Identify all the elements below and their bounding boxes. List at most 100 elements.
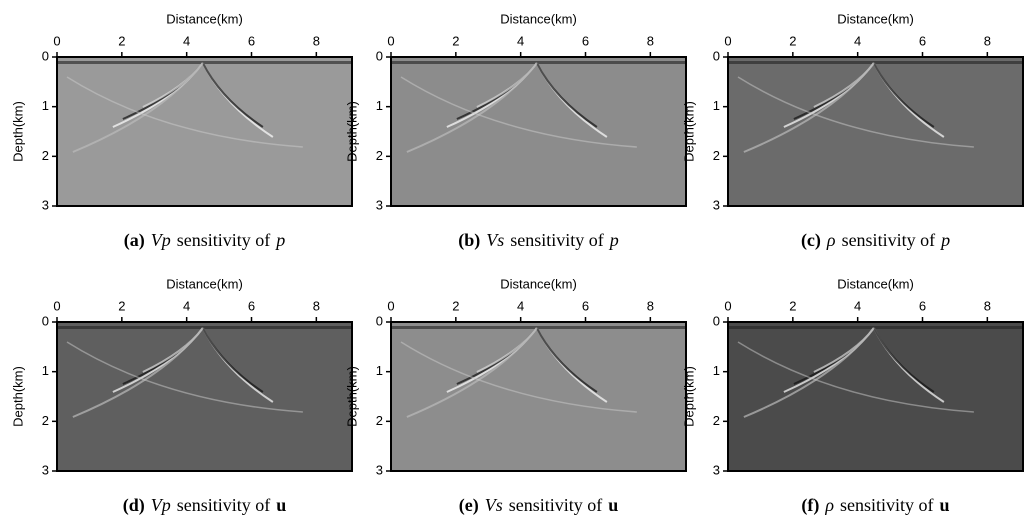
image-background <box>391 322 686 471</box>
caption-variable: p <box>939 230 950 250</box>
frame <box>390 56 687 207</box>
caption: (c) ρ sensitivity of p <box>801 230 950 251</box>
x-tick-label: 8 <box>984 33 991 48</box>
wavefront <box>872 327 935 393</box>
x-axis-label: Distance(km) <box>837 276 914 291</box>
caption-variable: p <box>274 230 285 250</box>
wavefront <box>872 62 935 128</box>
y-tick-label: 1 <box>713 363 720 378</box>
caption-quantity: ρ <box>826 230 836 250</box>
wavefront <box>743 62 875 153</box>
caption: (e) Vs sensitivity of u <box>459 495 619 516</box>
caption-quantity: Vs <box>486 230 504 250</box>
caption-variable: u <box>276 495 286 515</box>
image-background <box>57 57 352 206</box>
image-background <box>728 57 1023 206</box>
x-tick-label: 8 <box>313 33 320 48</box>
caption: (d) Vp sensitivity of u <box>123 495 287 516</box>
y-tick-label: 3 <box>42 197 49 212</box>
x-tick-label: 6 <box>582 298 589 313</box>
x-tick-label: 8 <box>313 298 320 313</box>
water-layer <box>57 61 352 64</box>
y-tick-label: 1 <box>42 363 49 378</box>
y-tick-label: 0 <box>376 313 383 328</box>
y-tick-label: 3 <box>376 197 383 212</box>
y-tick-label: 0 <box>713 313 720 328</box>
panel: Distance(km) 0 2 4 6 8 0 1 2 3 Depth(km) (a) Vp sensi… <box>10 11 353 251</box>
caption-text: sensitivity of <box>177 230 271 250</box>
x-tick-label: 8 <box>647 298 654 313</box>
x-tick-label: 2 <box>118 33 125 48</box>
y-tick-label: 3 <box>42 462 49 477</box>
x-tick-label: 0 <box>53 298 60 313</box>
y-tick-label: 2 <box>376 148 383 163</box>
y-tick-label: 2 <box>713 413 720 428</box>
y-tick-label: 3 <box>713 197 720 212</box>
water-layer <box>391 61 686 64</box>
caption-text: sensitivity of <box>842 230 936 250</box>
wavefront <box>400 341 637 413</box>
x-tick-label: 4 <box>183 298 190 313</box>
frame <box>727 321 1024 472</box>
x-tick-label: 8 <box>984 298 991 313</box>
frame <box>56 321 353 472</box>
frame <box>727 56 1024 207</box>
x-tick-label: 6 <box>919 33 926 48</box>
wavefront <box>72 327 204 418</box>
caption-quantity: Vp <box>151 230 171 250</box>
caption-label: (b) <box>458 230 480 251</box>
frame <box>56 56 353 207</box>
caption-text: sensitivity of <box>510 230 604 250</box>
y-axis-label: Depth(km) <box>681 101 696 162</box>
y-tick-label: 1 <box>376 363 383 378</box>
y-axis-label: Depth(km) <box>344 101 359 162</box>
y-axis-label: Depth(km) <box>344 366 359 427</box>
y-tick-label: 2 <box>376 413 383 428</box>
caption-label: (e) <box>459 495 479 516</box>
x-tick-label: 4 <box>854 298 861 313</box>
y-tick-label: 3 <box>376 462 383 477</box>
x-tick-label: 0 <box>724 33 731 48</box>
caption-quantity: Vp <box>151 495 171 515</box>
image-background <box>57 322 352 471</box>
x-tick-label: 2 <box>452 298 459 313</box>
wavefront <box>406 327 538 418</box>
y-tick-label: 0 <box>42 313 49 328</box>
water-layer <box>57 326 352 329</box>
x-tick-label: 6 <box>248 33 255 48</box>
x-tick-label: 6 <box>919 298 926 313</box>
y-axis-label: Depth(km) <box>681 366 696 427</box>
wavefront <box>535 327 598 393</box>
wavefront <box>201 62 264 128</box>
x-tick-label: 4 <box>854 33 861 48</box>
caption: (b) Vs sensitivity of p <box>458 230 619 251</box>
x-tick-label: 0 <box>387 298 394 313</box>
y-axis-label: Depth(km) <box>10 101 25 162</box>
caption-label: (f) <box>801 495 819 516</box>
y-tick-label: 0 <box>713 48 720 63</box>
y-tick-label: 2 <box>42 148 49 163</box>
x-tick-label: 2 <box>118 298 125 313</box>
x-axis-label: Distance(km) <box>500 11 577 26</box>
wavefront <box>535 62 598 128</box>
caption-label: (d) <box>123 495 145 516</box>
x-tick-label: 0 <box>53 33 60 48</box>
caption-quantity: Vs <box>485 495 503 515</box>
wavefront <box>737 341 974 413</box>
caption-label: (c) <box>801 230 821 251</box>
y-tick-label: 1 <box>713 98 720 113</box>
y-tick-label: 1 <box>376 98 383 113</box>
y-tick-label: 3 <box>713 462 720 477</box>
image-background <box>391 57 686 206</box>
wavefront <box>201 327 264 393</box>
y-tick-label: 1 <box>42 98 49 113</box>
panel: Distance(km) 0 2 4 6 8 0 1 2 3 Depth(km) (f) ρ sensit… <box>681 276 1024 516</box>
x-tick-label: 0 <box>724 298 731 313</box>
water-layer <box>728 326 1023 329</box>
wavefront <box>66 341 303 413</box>
image-background <box>728 322 1023 471</box>
caption-quantity: ρ <box>824 495 834 515</box>
caption: (f) ρ sensitivity of u <box>801 495 949 516</box>
x-tick-label: 2 <box>789 33 796 48</box>
